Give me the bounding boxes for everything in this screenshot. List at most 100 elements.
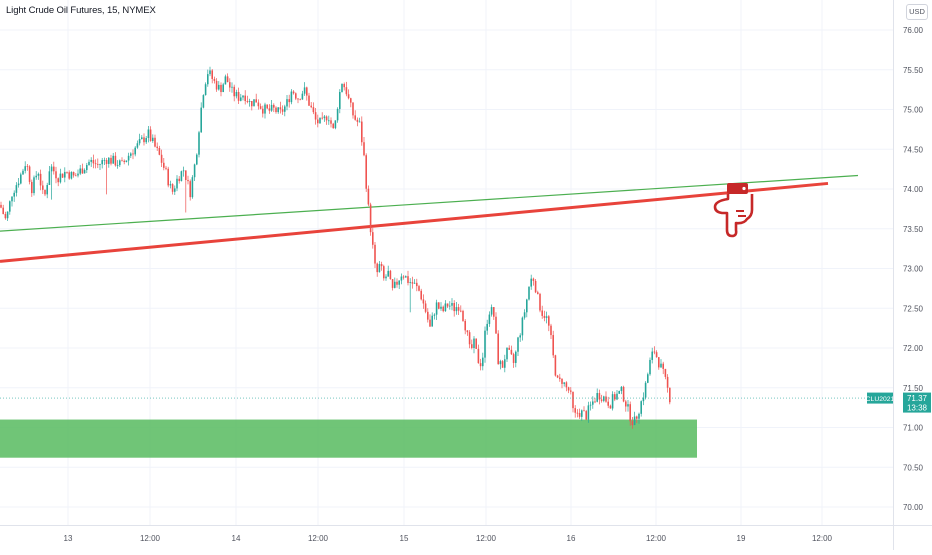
candle-body bbox=[563, 382, 565, 384]
candle-body bbox=[174, 188, 176, 192]
candle-body bbox=[264, 104, 266, 114]
price-tick-label: 72.00 bbox=[903, 344, 924, 353]
candle-body bbox=[259, 106, 262, 109]
candle-body bbox=[455, 307, 458, 312]
pointing-hand-icon[interactable] bbox=[713, 183, 754, 238]
candle-body bbox=[418, 286, 420, 291]
candle-body bbox=[180, 171, 183, 182]
candle-body bbox=[653, 351, 656, 353]
candle-body bbox=[649, 359, 651, 375]
candle-body bbox=[548, 316, 550, 326]
candle-body bbox=[57, 178, 59, 183]
candle-body bbox=[541, 310, 543, 316]
candle-body bbox=[559, 377, 561, 380]
candle-body bbox=[600, 399, 603, 401]
candle-body bbox=[64, 171, 66, 178]
candle-body bbox=[603, 396, 605, 401]
green-trendline[interactable] bbox=[0, 174, 859, 232]
candle-body bbox=[543, 315, 546, 318]
candle-body bbox=[367, 188, 370, 205]
candle-body bbox=[178, 178, 180, 182]
candle-body bbox=[499, 361, 502, 365]
candle-body bbox=[290, 91, 293, 103]
candle-body bbox=[482, 357, 484, 367]
candle-body bbox=[495, 316, 497, 334]
candle-body bbox=[4, 214, 7, 219]
candle-body bbox=[103, 160, 106, 161]
candle-body bbox=[193, 164, 196, 178]
candle-body bbox=[501, 361, 504, 368]
candle-body bbox=[244, 95, 246, 102]
candle-body bbox=[440, 306, 442, 309]
candle-body bbox=[88, 161, 90, 166]
candle-body bbox=[20, 174, 22, 184]
price-tick-label: 70.00 bbox=[903, 503, 924, 512]
candle-body bbox=[391, 279, 394, 288]
candle-body bbox=[620, 386, 623, 391]
candle-body bbox=[398, 280, 400, 285]
candle-body bbox=[281, 109, 284, 112]
candle-body bbox=[301, 93, 304, 100]
candle-body bbox=[233, 86, 235, 97]
candle-body bbox=[477, 348, 480, 364]
candle-body bbox=[589, 404, 592, 406]
candle-body bbox=[523, 312, 526, 318]
candle-body bbox=[209, 70, 211, 75]
candle-body bbox=[545, 316, 548, 318]
candle-body bbox=[642, 397, 645, 402]
currency-button[interactable]: USD bbox=[906, 4, 928, 20]
support-zone-layer bbox=[0, 419, 697, 458]
trendline-layer bbox=[0, 174, 859, 263]
candle-body bbox=[312, 107, 315, 113]
candle-body bbox=[295, 93, 297, 99]
support-zone[interactable] bbox=[0, 419, 697, 458]
candles-layer bbox=[0, 66, 671, 429]
candle-body bbox=[512, 354, 515, 363]
candle-body bbox=[444, 303, 447, 312]
candle-body bbox=[55, 171, 57, 179]
candle-body bbox=[99, 164, 101, 166]
candle-body bbox=[198, 132, 200, 155]
hand-outline bbox=[713, 194, 754, 238]
candle-body bbox=[479, 363, 482, 367]
candle-body bbox=[631, 421, 634, 426]
candle-body bbox=[405, 276, 407, 278]
candle-body bbox=[22, 170, 24, 175]
price-tag-bg[interactable] bbox=[903, 392, 931, 413]
candle-body bbox=[616, 393, 618, 400]
candle-body bbox=[530, 278, 532, 287]
hand-finger-lines bbox=[736, 210, 746, 217]
candle-body bbox=[407, 276, 409, 283]
candle-body bbox=[585, 411, 587, 420]
candle-body bbox=[402, 276, 405, 278]
price-tick-label: 73.00 bbox=[903, 265, 924, 274]
candle-body bbox=[486, 323, 488, 331]
candle-body bbox=[132, 153, 134, 155]
candle-body bbox=[61, 173, 64, 178]
candle-body bbox=[460, 310, 462, 312]
price-tick-label: 70.50 bbox=[903, 463, 924, 472]
candle-body bbox=[35, 175, 37, 178]
symbol-tag-bg bbox=[867, 392, 893, 404]
candle-body bbox=[345, 87, 348, 95]
candle-body bbox=[101, 160, 103, 165]
candle-body bbox=[578, 413, 581, 417]
candle-body bbox=[622, 386, 625, 402]
time-tick-label: 14 bbox=[232, 534, 241, 543]
candle-body bbox=[466, 330, 469, 333]
candle-body bbox=[356, 119, 359, 122]
candle-body bbox=[306, 87, 308, 96]
candle-body bbox=[123, 160, 125, 163]
candle-body bbox=[561, 379, 563, 384]
candle-body bbox=[68, 172, 70, 179]
candle-body bbox=[515, 351, 517, 363]
candle-body bbox=[226, 76, 229, 83]
candle-body bbox=[119, 160, 121, 166]
candle-body bbox=[86, 165, 88, 171]
time-tick-label: 19 bbox=[737, 534, 746, 543]
candle-body bbox=[288, 99, 290, 103]
red-trendline[interactable] bbox=[0, 181, 829, 263]
